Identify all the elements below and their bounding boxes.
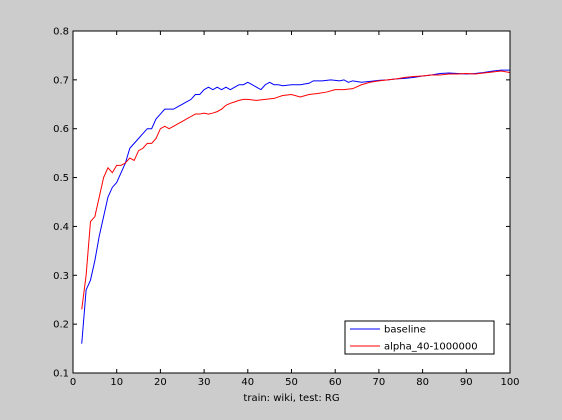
y-tick-label: 0.3 <box>53 271 69 282</box>
x-tick-label: 60 <box>329 377 342 388</box>
y-tick-label: 0.2 <box>53 320 69 331</box>
y-tick-label: 0.1 <box>53 369 69 380</box>
legend-box <box>344 320 495 355</box>
x-tick-label: 0 <box>70 377 76 388</box>
legend-label-alpha: alpha_40-1000000 <box>384 342 478 353</box>
x-tick-label: 90 <box>460 377 473 388</box>
x-tick-label: 100 <box>500 377 519 388</box>
x-tick-label: 80 <box>416 377 429 388</box>
x-tick-label: 50 <box>285 377 298 388</box>
x-tick-label: 10 <box>110 377 123 388</box>
y-tick-label: 0.4 <box>53 222 69 233</box>
legend: baseline alpha_40-1000000 <box>344 320 495 355</box>
x-axis-label: train: wiki, test: RG <box>243 393 339 404</box>
y-tick-label: 0.6 <box>53 124 69 135</box>
x-tick-label: 40 <box>241 377 254 388</box>
legend-label-baseline: baseline <box>384 325 426 336</box>
x-tick-label: 30 <box>198 377 211 388</box>
plot-area <box>73 31 510 373</box>
series-line-alpha <box>81 70 511 310</box>
y-tick-label: 0.8 <box>53 27 69 38</box>
series-line-baseline <box>81 69 510 344</box>
x-tick-label: 70 <box>373 377 386 388</box>
x-tick-label: 20 <box>154 377 167 388</box>
y-tick-label: 0.7 <box>53 75 69 86</box>
y-tick-label: 0.5 <box>53 173 69 184</box>
